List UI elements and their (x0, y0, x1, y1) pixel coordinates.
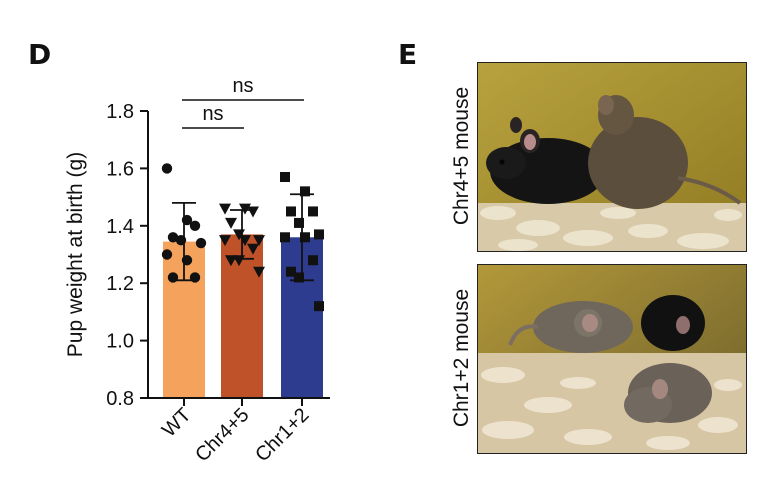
mouse-photo-top-image (478, 63, 746, 251)
data-point (280, 172, 290, 183)
data-point (189, 220, 201, 231)
bar-Chr4+5 (221, 234, 263, 398)
data-point (308, 255, 318, 266)
data-point (225, 217, 237, 229)
x-tick-label-Chr1+2: Chr1+2 (251, 404, 313, 466)
significance-label: ns (232, 75, 253, 97)
data-point (161, 163, 173, 174)
data-point (286, 266, 296, 277)
significance-label: ns (202, 103, 223, 125)
data-point (300, 232, 310, 243)
caption-chr12-mouse: Chr1+2 mouse (450, 288, 473, 428)
photo-chr45-mouse (477, 62, 747, 252)
data-point (253, 235, 265, 247)
caption-chr45-mouse: Chr4+5 mouse (450, 86, 473, 226)
data-point (314, 301, 324, 312)
x-tick-label-WT: WT (158, 404, 196, 442)
data-point (219, 203, 231, 215)
x-tick-label-Chr4+5: Chr4+5 (191, 404, 253, 466)
y-axis-label: Pup weight at birth (g) (64, 152, 87, 357)
data-point (167, 232, 179, 243)
data-point (195, 237, 207, 249)
y-tick-label: 1.6 (106, 158, 134, 180)
data-point (161, 249, 173, 260)
y-tick-label: 1.0 (106, 331, 134, 353)
data-point (247, 206, 259, 218)
data-point (280, 232, 290, 243)
y-tick-label: 0.8 (106, 388, 134, 410)
data-point (239, 203, 251, 215)
data-point (247, 243, 259, 255)
data-point (300, 186, 310, 197)
data-point (294, 272, 304, 283)
data-point (314, 229, 324, 240)
photo-chr12-mouse (477, 264, 747, 454)
data-point (294, 217, 304, 228)
data-point (286, 206, 296, 217)
panel-d-letter: D (28, 38, 52, 71)
y-tick-label: 1.8 (106, 101, 134, 123)
y-tick-label: 1.4 (106, 216, 134, 238)
y-tick-label: 1.2 (106, 273, 134, 295)
data-point (219, 235, 231, 247)
data-point (253, 266, 265, 278)
mouse-photo-bottom-image (478, 265, 746, 453)
data-point (308, 206, 318, 217)
panel-e-letter: E (398, 38, 418, 71)
